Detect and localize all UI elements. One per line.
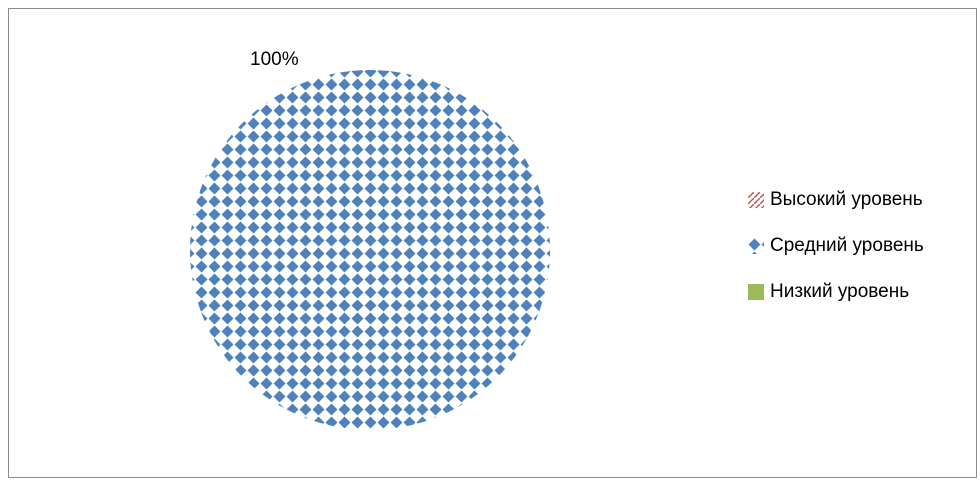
- legend-swatch-high: [748, 192, 764, 208]
- legend-swatch-medium: [748, 238, 764, 254]
- pie-slice-1: [190, 70, 550, 430]
- legend-label-medium: Средний уровень: [770, 235, 924, 256]
- legend-item-medium: Средний уровень: [748, 234, 924, 258]
- legend-label-low: Низкий уровень: [770, 281, 910, 302]
- legend-item-high: Высокий уровень: [748, 188, 924, 212]
- legend-swatch-low: [748, 284, 764, 300]
- pie-slices: [190, 70, 550, 430]
- legend: Высокий уровень Средний уровень Низкий у…: [748, 188, 924, 326]
- slice-data-label: 100%: [250, 49, 299, 70]
- legend-label-high: Высокий уровень: [770, 189, 923, 210]
- legend-item-low: Низкий уровень: [748, 280, 924, 304]
